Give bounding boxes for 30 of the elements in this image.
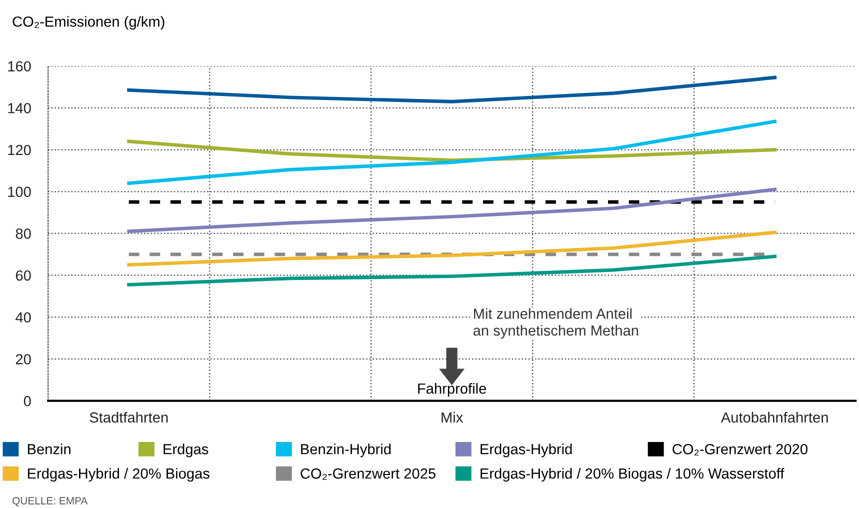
y-tick-label: 160 (8, 61, 31, 72)
y-tick-label: 0 (24, 396, 31, 406)
line-series (127, 254, 777, 286)
legend-label: CO₂-Grenzwert 2020 (672, 444, 808, 456)
y-tick-label: 80 (16, 228, 31, 239)
x-tick-label: Mix (442, 412, 464, 422)
y-tick-label: 140 (8, 102, 31, 114)
y-tick-label: 60 (16, 270, 31, 281)
line-series (127, 188, 777, 234)
line-series (127, 120, 777, 185)
legend-label: Erdgas-Hybrid / 20% Biogas / 10% Wasserstoff (480, 468, 784, 482)
line-series (127, 230, 777, 267)
x-axis-title: Fahrprofile (418, 383, 486, 397)
x-tick-label: Autobahnfahrten (720, 412, 828, 423)
legend-label: Erdgas-Hybrid / 20% Biogas (28, 468, 210, 482)
y-tick-label: 40 (16, 312, 31, 323)
legend-label: Benzin (28, 444, 70, 454)
legend-label: Erdgas (164, 444, 208, 458)
y-tick-label: 100 (8, 186, 31, 198)
x-tick-label: Stadtfahrten (90, 412, 168, 423)
legend-label: Erdgas-Hybrid (480, 444, 572, 458)
legend-label: Benzin-Hybrid (301, 444, 391, 458)
annotation: Mit zunehmendem Anteil an synthetischem Methan (473, 308, 638, 339)
y-axis-title: CO₂-Emissionen (g/km) (12, 16, 164, 30)
y-tick-label: 20 (16, 354, 31, 364)
line-series (127, 140, 777, 162)
legend-label: CO₂-Grenzwert 2025 (300, 468, 436, 480)
source-note: QUELLE: EMPA (12, 497, 88, 506)
line-series (127, 76, 777, 104)
y-tick-label: 120 (8, 144, 31, 156)
